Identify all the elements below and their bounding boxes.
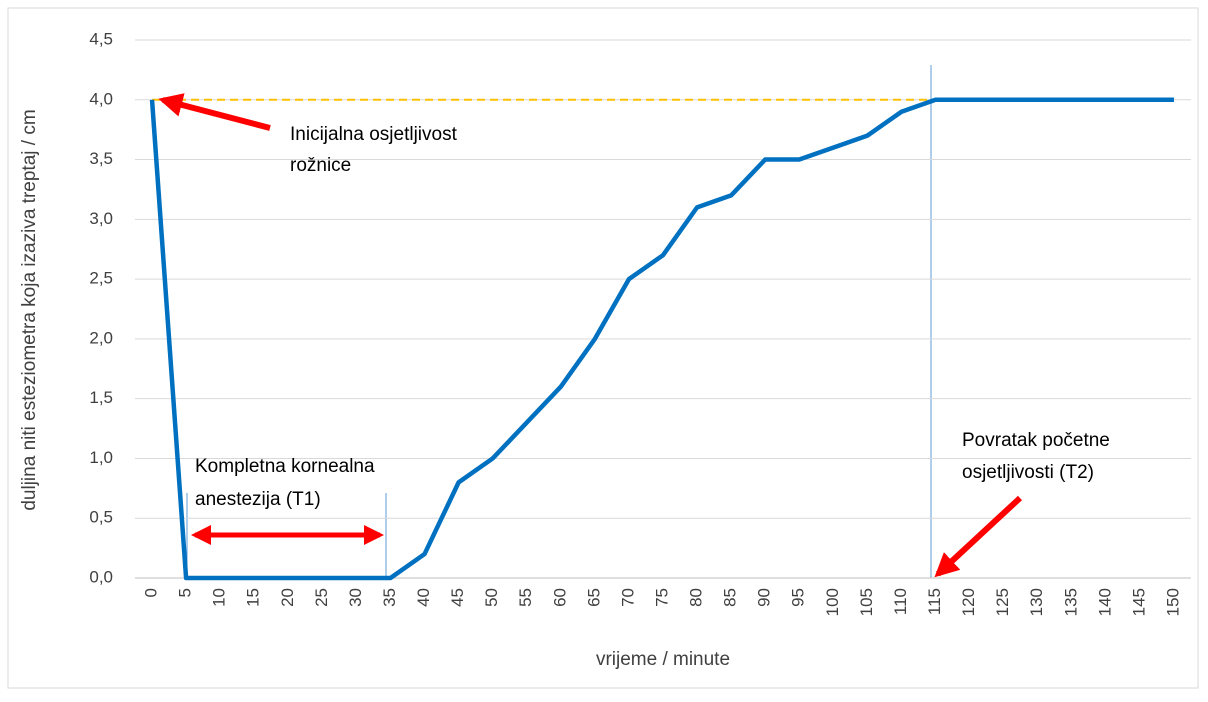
y-tick-label: 2,0 [89, 328, 113, 347]
y-tick-label: 1,0 [89, 448, 113, 467]
x-tick-label: 30 [346, 588, 365, 607]
x-tick-label: 55 [516, 588, 535, 607]
x-tick-label: 95 [789, 588, 808, 607]
x-tick-label: 100 [823, 588, 842, 616]
y-tick-label: 3,0 [89, 209, 113, 228]
x-tick-label: 115 [925, 588, 944, 615]
annotation: Kompletna kornealna [195, 456, 375, 477]
x-tick-label: 105 [857, 588, 876, 616]
x-tick-label: 65 [584, 588, 603, 607]
annotation: Povratak početne [962, 430, 1110, 451]
annotation: rožnice [290, 155, 351, 176]
arrow [934, 495, 1023, 578]
x-tick-label: 90 [755, 588, 774, 607]
x-axis-title: vrijeme / minute [596, 649, 730, 670]
x-tick-label: 150 [1163, 588, 1182, 616]
x-tick-label: 40 [414, 588, 433, 607]
x-tick-label: 120 [959, 588, 978, 616]
x-tick-label: 140 [1095, 588, 1114, 616]
x-tick-label: 135 [1061, 588, 1080, 616]
y-tick-label: 4,0 [89, 89, 113, 108]
x-tick-label: 15 [244, 588, 263, 607]
x-tick-label: 85 [721, 588, 740, 607]
x-tick-label: 110 [891, 588, 910, 615]
y-tick-label: 0,5 [89, 508, 113, 527]
annotation: anestezija (T1) [195, 489, 321, 510]
x-tick-label: 45 [448, 588, 467, 607]
y-axis-title: duljina niti esteziometra koja izaziva t… [19, 109, 40, 510]
y-tick-label: 0,0 [89, 567, 113, 586]
data-line [149, 97, 1174, 581]
x-tick-label: 130 [1027, 588, 1046, 616]
x-tick-label: 20 [278, 588, 297, 607]
x-tick-label: 70 [618, 588, 637, 607]
x-tick-label: 50 [482, 588, 501, 607]
annotation: Inicijalna osjetljivost [290, 124, 458, 145]
y-tick-label: 2,5 [89, 269, 113, 288]
x-tick-label: 35 [380, 588, 399, 607]
x-tick-label: 80 [687, 588, 706, 607]
x-tick-label: 75 [652, 588, 671, 607]
x-tick-label: 5 [176, 588, 195, 597]
x-tick-label: 145 [1129, 588, 1148, 616]
chart-border [7, 7, 1199, 689]
x-tick-label: 25 [312, 588, 331, 607]
x-tick-label: 10 [210, 588, 229, 607]
x-tick-label: 60 [550, 588, 569, 607]
y-tick-label: 3,5 [89, 149, 113, 168]
x-tick-label: 125 [993, 588, 1012, 616]
y-tick-label: 1,5 [89, 388, 113, 407]
arrow [158, 93, 271, 131]
y-tick-label: 4,5 [89, 29, 113, 48]
annotation: osjetljivosti (T2) [962, 462, 1094, 483]
x-tick-label: 0 [142, 588, 161, 597]
